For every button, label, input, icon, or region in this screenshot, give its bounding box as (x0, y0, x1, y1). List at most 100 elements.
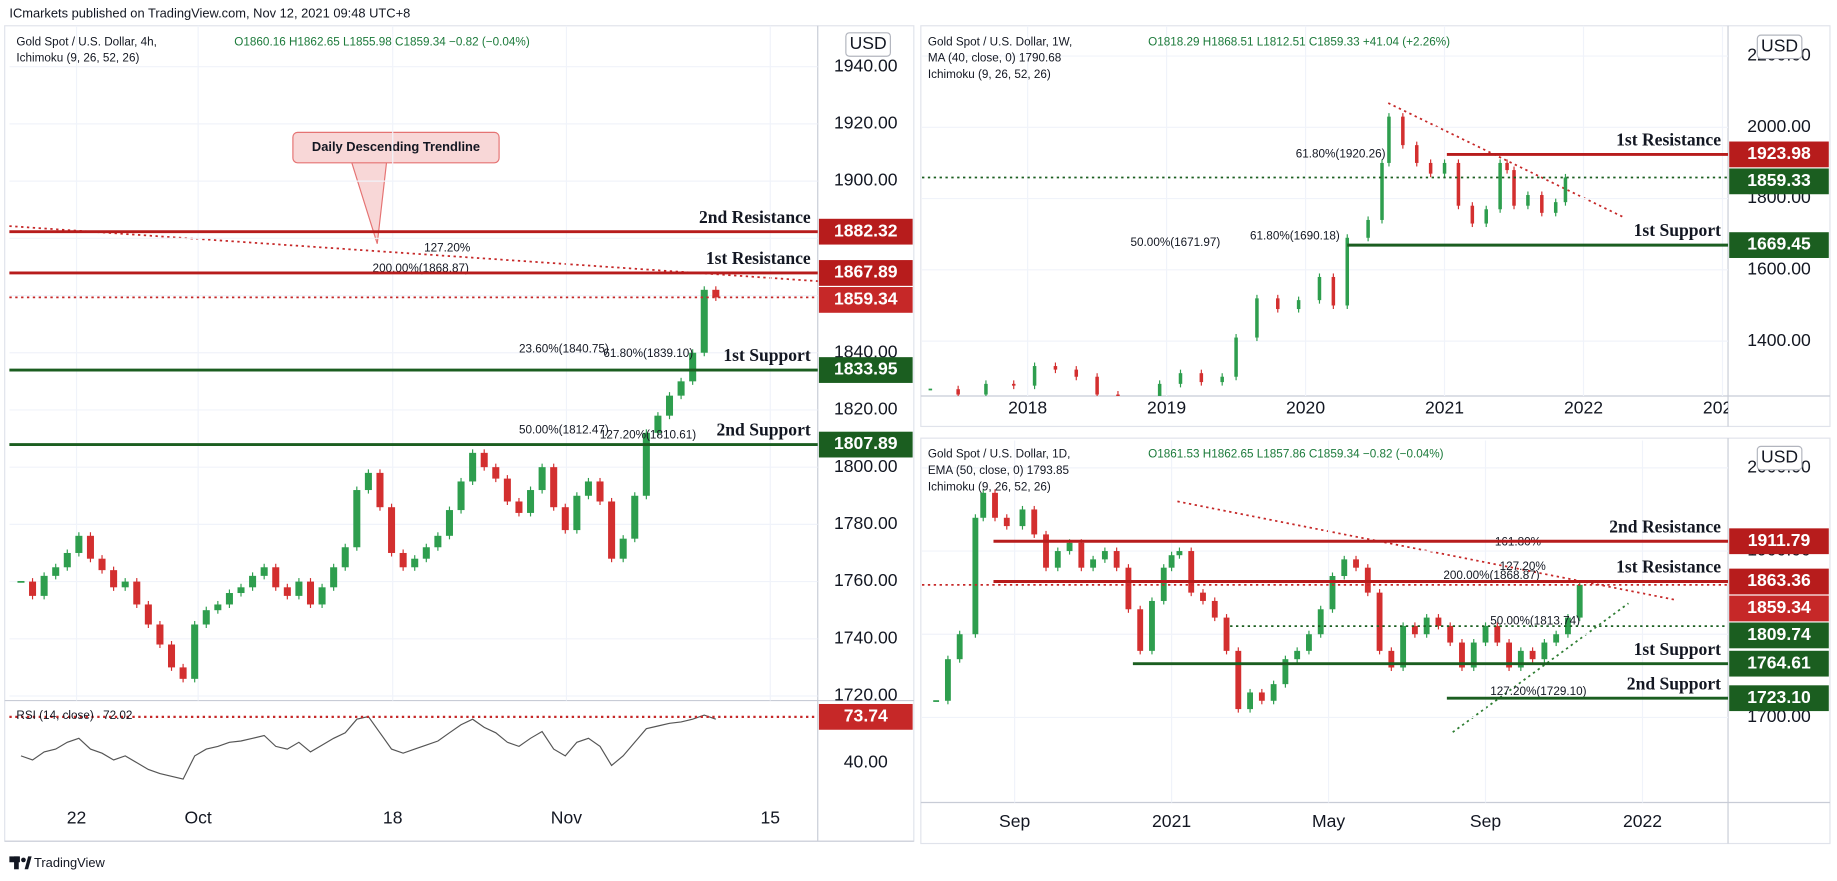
candle (1563, 177, 1568, 203)
candle (40, 575, 48, 596)
candle (1157, 383, 1162, 396)
footer-logo (9, 856, 32, 870)
candle (712, 289, 720, 298)
candle (1376, 592, 1383, 651)
y-tick-label: 1900.00 (834, 170, 898, 190)
legend-line: MA (40, close, 0) 1790.68 (928, 52, 1061, 65)
price-label-box (1729, 232, 1829, 258)
candle (422, 547, 430, 559)
price-label-box (1729, 595, 1829, 622)
candle (434, 535, 442, 548)
x-tick-label: 18 (383, 808, 403, 828)
currency-box (1756, 34, 1803, 60)
candle (1011, 383, 1016, 386)
candle (700, 289, 708, 353)
fib-label: 127.20% (424, 242, 470, 255)
price-label-box (1729, 622, 1829, 649)
candle (1054, 551, 1061, 568)
publisher: ICmarkets published on TradingView.com, … (9, 5, 410, 20)
candle (1529, 650, 1536, 660)
x-tick-label: 15 (760, 808, 780, 828)
candle (1220, 376, 1224, 383)
candle (52, 567, 60, 576)
candle (1506, 642, 1512, 668)
fib-label: 127.20%(1810.61) (600, 429, 696, 442)
candle (1306, 634, 1312, 651)
candle (550, 467, 558, 508)
candle (260, 567, 268, 576)
price-label: 1807.89 (834, 433, 898, 453)
legend-line: Ichimoku (9, 26, 52, 26) (16, 52, 139, 65)
candle (1282, 659, 1289, 685)
y-tick-label: 2000.00 (1747, 116, 1811, 136)
price-label-box (1729, 528, 1829, 555)
trendline (1452, 602, 1629, 733)
candle (1003, 517, 1010, 527)
x-tick-label: 2019 (1147, 398, 1186, 418)
price-label: 73.74 (844, 706, 888, 726)
candle (191, 624, 199, 679)
candle (1553, 202, 1558, 213)
candle (1411, 625, 1418, 635)
candle (249, 575, 257, 588)
y-tick-label: 1400.00 (1747, 330, 1811, 350)
y-tick-label: 1740.00 (834, 627, 898, 647)
price-label: 1923.98 (1747, 143, 1811, 163)
legend-line: Gold Spot / U.S. Dollar, 1D, (928, 448, 1070, 461)
candle (353, 490, 361, 548)
candle (584, 481, 592, 496)
candle (1168, 555, 1175, 568)
candle (133, 581, 141, 605)
candle (29, 581, 37, 596)
candle (1428, 162, 1433, 174)
candle (156, 624, 164, 645)
candle (306, 581, 315, 605)
candle (341, 547, 349, 568)
candle (86, 535, 94, 559)
y-tick-label: 1920.00 (834, 113, 898, 133)
candle (1317, 609, 1324, 635)
candle (237, 587, 245, 594)
candle (984, 383, 988, 395)
level-name: 2nd Resistance (699, 207, 811, 227)
candle (1553, 634, 1560, 643)
candle (1401, 116, 1405, 146)
x-tick-label: 2020 (1286, 398, 1325, 418)
candle (1576, 584, 1583, 618)
fib-label: 50.00%(1671.97) (1131, 236, 1221, 249)
candle (1456, 162, 1461, 206)
level-name: 1st Support (1634, 220, 1722, 240)
candle (1423, 617, 1430, 635)
candle (364, 472, 372, 491)
candle (1178, 373, 1183, 384)
level-name: 2nd Support (1627, 673, 1721, 693)
footer-brand: TradingView (34, 855, 106, 870)
candle (1137, 609, 1144, 651)
candle (457, 481, 465, 511)
y-tick-label: 1720.00 (834, 685, 898, 705)
ohlc-readout: O1861.53 H1862.65 L1857.86 C1859.34 −0.8… (1148, 448, 1444, 461)
rsi-title: RSI (14, close) (16, 709, 93, 722)
candle (944, 659, 951, 701)
candle (573, 495, 581, 531)
y-tick-label: 1840.00 (834, 341, 898, 361)
x-tick-label: May (1312, 811, 1345, 831)
candle (972, 517, 979, 635)
currency: USD (1761, 447, 1798, 467)
candle (1294, 650, 1301, 660)
candle (956, 389, 960, 395)
x-tick-label: Sep (999, 811, 1030, 831)
candle (677, 381, 685, 396)
candle (1019, 509, 1026, 527)
candle (1043, 534, 1049, 568)
candle (1125, 567, 1132, 610)
candle (992, 492, 998, 518)
legend-line: EMA (50, close, 0) 1793.85 (928, 464, 1070, 477)
callout-box (292, 131, 500, 164)
fib-label: 50.00%(1812.47) (519, 423, 609, 436)
price-label: 1764.61 (1747, 652, 1811, 672)
fib-label: 50.00%(1813.74) (1490, 615, 1580, 628)
candle (1317, 276, 1322, 301)
fib-label: 61.80%(1839.10) (603, 347, 693, 360)
